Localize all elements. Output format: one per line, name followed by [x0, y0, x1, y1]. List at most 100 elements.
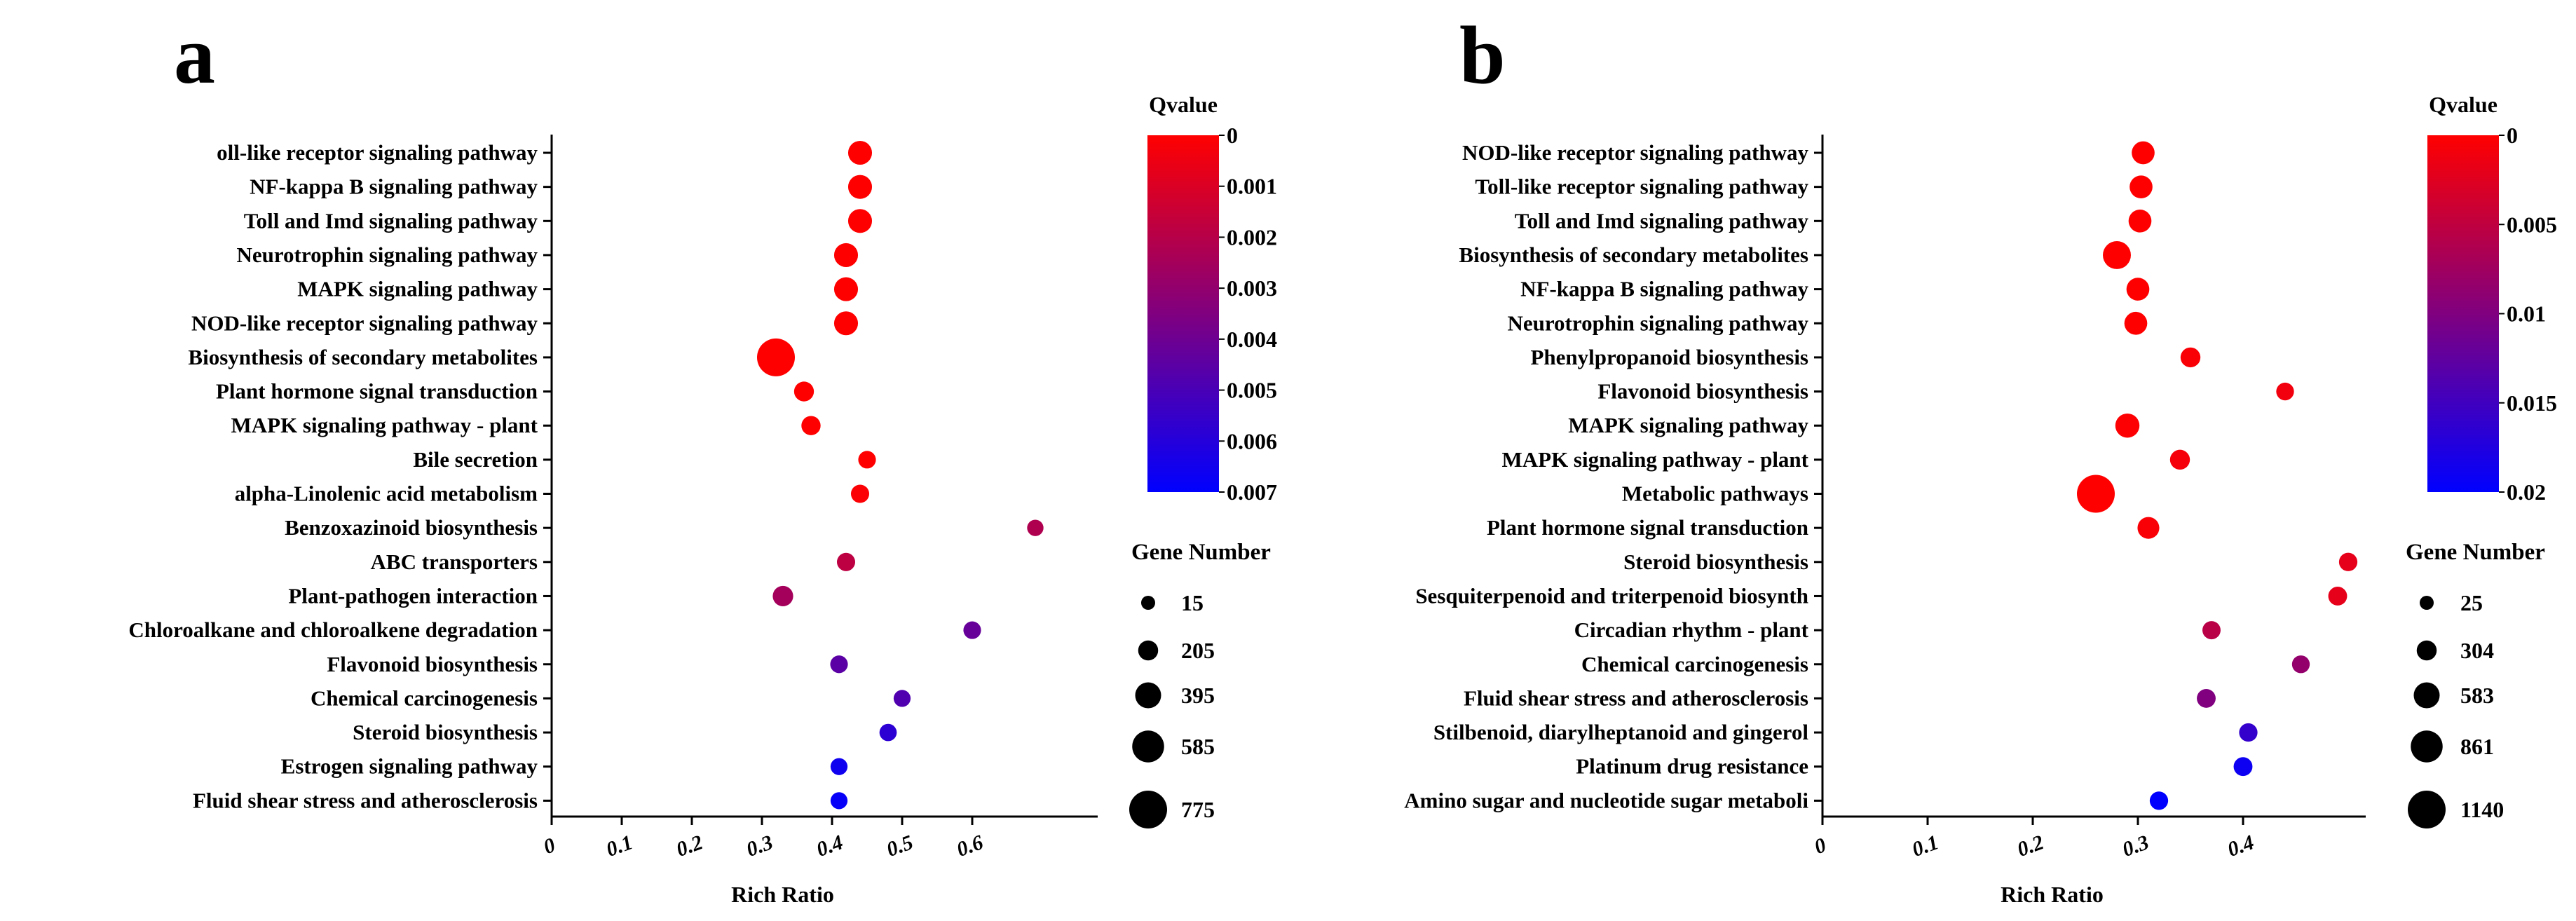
- bubble: [2137, 517, 2160, 539]
- category-label: Steroid biosynthesis: [1623, 550, 1808, 574]
- x-tick-label: 0.4: [813, 831, 846, 861]
- x-tick-label: 0.1: [1909, 831, 1942, 861]
- bubble: [2115, 413, 2140, 438]
- bubble: [847, 175, 873, 199]
- colorbar: [2427, 135, 2499, 492]
- colorbar-tick-label: 0: [1227, 123, 1238, 148]
- colorbar-tick-label: 0: [2507, 123, 2518, 148]
- panel-label: a: [174, 9, 215, 101]
- size-legend-dot: [2420, 596, 2434, 610]
- bubble: [2202, 621, 2221, 640]
- category-label: MAPK signaling pathway: [297, 277, 538, 301]
- bubble: [2276, 382, 2294, 401]
- category-label: ABC transporters: [371, 550, 538, 574]
- bubble: [2169, 449, 2190, 470]
- colorbar-title: Qvalue: [2429, 92, 2497, 117]
- category-label: Sesquiterpenoid and triterpenoid biosynt…: [1415, 583, 1808, 608]
- colorbar-tick-label: 0.003: [1227, 275, 1277, 301]
- bubble: [772, 585, 793, 607]
- category-label: Chemical carcinogenesis: [311, 685, 538, 710]
- size-legend-dot: [1135, 682, 1161, 709]
- colorbar-tick-label: 0.007: [1227, 479, 1277, 505]
- bubble: [858, 451, 876, 469]
- bubble: [830, 792, 848, 810]
- x-tick-label: 0.1: [603, 831, 636, 861]
- bubble: [833, 277, 859, 301]
- category-label: Flavonoid biosynthesis: [327, 652, 538, 676]
- colorbar-tick-label: 0.004: [1227, 327, 1277, 352]
- size-legend-label: 25: [2460, 590, 2483, 615]
- category-label: Plant hormone signal transduction: [216, 379, 538, 404]
- size-legend-dot: [1129, 791, 1167, 828]
- size-legend-label: 304: [2460, 638, 2494, 663]
- bubble: [879, 723, 897, 742]
- category-label: Toll-like receptor signaling pathway: [1475, 175, 1808, 199]
- size-legend-label: 861: [2460, 734, 2494, 759]
- category-label: oll-like receptor signaling pathway: [217, 140, 538, 165]
- size-legend-dot: [2408, 791, 2446, 828]
- category-label: Fluid shear stress and atherosclerosis: [1464, 685, 1808, 710]
- category-label: Flavonoid biosynthesis: [1597, 379, 1808, 404]
- colorbar-tick-label: 0.002: [1227, 224, 1277, 250]
- category-label: Toll and Imd signaling pathway: [1515, 208, 1809, 233]
- category-label: Stilbenoid, diarylheptanoid and gingerol: [1433, 720, 1809, 744]
- size-legend-dot: [2413, 682, 2440, 709]
- category-label: Neurotrophin signaling pathway: [236, 243, 538, 267]
- x-tick-label: 0.5: [883, 831, 916, 861]
- bubble: [2197, 688, 2216, 708]
- category-label: alpha-Linolenic acid metabolism: [235, 482, 538, 506]
- bubble: [801, 416, 821, 435]
- bubble: [2180, 347, 2201, 368]
- category-label: Biosynthesis of secondary metabolites: [188, 345, 538, 369]
- bubble: [2103, 240, 2131, 269]
- category-label: Plant hormone signal transduction: [1487, 515, 1808, 540]
- bubble: [1027, 519, 1044, 536]
- x-axis-title: Rich Ratio: [731, 882, 834, 907]
- size-legend-dot: [2416, 640, 2437, 661]
- bubble: [2239, 723, 2258, 742]
- category-label: MAPK signaling pathway: [1568, 413, 1808, 437]
- bubble: [830, 758, 848, 775]
- size-legend-dot: [1132, 730, 1164, 763]
- colorbar-tick-label: 0.005: [2507, 212, 2557, 237]
- bubble: [2077, 475, 2115, 513]
- category-label: Metabolic pathways: [1622, 482, 1808, 506]
- colorbar: [1147, 135, 1219, 492]
- size-legend-label: 775: [1181, 797, 1215, 822]
- x-tick-label: 0.6: [953, 831, 986, 861]
- size-legend-label: 205: [1181, 638, 1215, 663]
- bubble: [2129, 175, 2153, 198]
- colorbar-tick-label: 0.005: [1227, 378, 1277, 403]
- category-label: Steroid biosynthesis: [353, 720, 538, 744]
- size-legend-dot: [2411, 730, 2443, 763]
- category-label: Toll and Imd signaling pathway: [244, 208, 538, 233]
- panel-label: b: [1459, 9, 1506, 101]
- category-label: Phenylpropanoid biosynthesis: [1530, 345, 1808, 369]
- colorbar-tick-label: 0.001: [1227, 174, 1277, 199]
- x-tick-label: 0.3: [2119, 831, 2152, 861]
- x-tick-label: 0.4: [2224, 831, 2257, 861]
- category-label: MAPK signaling pathway - plant: [231, 413, 538, 437]
- bubble: [2338, 552, 2358, 571]
- bubble: [2233, 757, 2253, 777]
- bubble: [833, 243, 859, 267]
- category-label: Platinum drug resistance: [1576, 754, 1808, 779]
- category-label: NOD-like receptor signaling pathway: [1462, 140, 1809, 165]
- colorbar-tick-label: 0.01: [2507, 301, 2546, 327]
- bubble: [2328, 587, 2347, 606]
- category-label: Estrogen signaling pathway: [281, 754, 538, 779]
- colorbar-title: Qvalue: [1149, 92, 1218, 117]
- x-tick-label: 0: [1811, 833, 1829, 859]
- category-label: Amino sugar and nucleotide sugar metabol…: [1404, 788, 1808, 812]
- category-label: NOD-like receptor signaling pathway: [191, 311, 538, 335]
- x-tick-label: 0.2: [673, 831, 706, 861]
- x-tick-label: 0.3: [743, 831, 776, 861]
- colorbar-tick-label: 0.006: [1227, 428, 1277, 453]
- size-legend-label: 395: [1181, 683, 1215, 708]
- category-label: Neurotrophin signaling pathway: [1507, 311, 1808, 335]
- bubble: [833, 311, 859, 336]
- bubble: [963, 621, 981, 639]
- size-legend-title: Gene Number: [2406, 540, 2545, 565]
- category-label: Chloroalkane and chloroalkene degradatio…: [128, 618, 538, 642]
- category-label: Chemical carcinogenesis: [1581, 652, 1808, 676]
